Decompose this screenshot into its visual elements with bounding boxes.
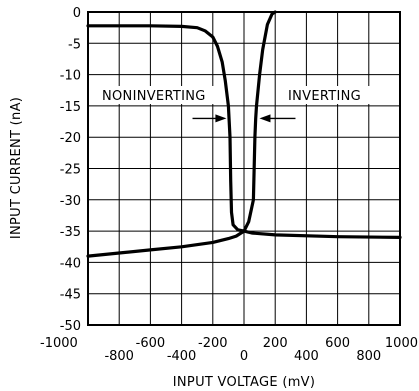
x-axis-title: INPUT VOLTAGE (mV) bbox=[173, 375, 315, 390]
x-tick-label: 600 bbox=[325, 336, 350, 351]
x-tick-label: -800 bbox=[104, 349, 134, 364]
arrowhead-inverting bbox=[259, 114, 270, 122]
x-tick-label: -1000 bbox=[40, 336, 78, 351]
y-tick-label: -10 bbox=[60, 69, 81, 84]
annotation-noninverting: NONINVERTING bbox=[102, 89, 206, 104]
y-tick-label: -35 bbox=[60, 225, 81, 240]
y-tick-label: -30 bbox=[60, 194, 81, 209]
x-tick-label: -400 bbox=[167, 349, 197, 364]
y-tick-label: -15 bbox=[60, 100, 81, 115]
y-axis-title: INPUT CURRENT (nA) bbox=[9, 97, 24, 239]
y-tick-label: -50 bbox=[60, 319, 81, 334]
tick-labels: 0-5-10-15-20-25-30-35-40-45-50-1000-800-… bbox=[40, 6, 418, 364]
x-tick-label: 200 bbox=[263, 336, 288, 351]
x-tick-label: -600 bbox=[136, 336, 166, 351]
x-tick-label: 800 bbox=[356, 349, 381, 364]
y-tick-label: 0 bbox=[73, 6, 81, 21]
annotation-inverting: INVERTING bbox=[288, 89, 361, 104]
x-tick-label: 0 bbox=[240, 349, 248, 364]
grid bbox=[88, 12, 400, 325]
x-tick-label: -200 bbox=[198, 336, 228, 351]
arrowhead-noninverting bbox=[215, 114, 226, 122]
y-tick-label: -25 bbox=[60, 163, 81, 178]
y-tick-label: -20 bbox=[60, 131, 81, 146]
x-tick-label: 400 bbox=[294, 349, 319, 364]
y-tick-label: -40 bbox=[60, 256, 81, 271]
y-tick-label: -5 bbox=[68, 37, 81, 52]
y-tick-label: -45 bbox=[60, 288, 81, 303]
x-tick-label: 1000 bbox=[385, 336, 418, 351]
